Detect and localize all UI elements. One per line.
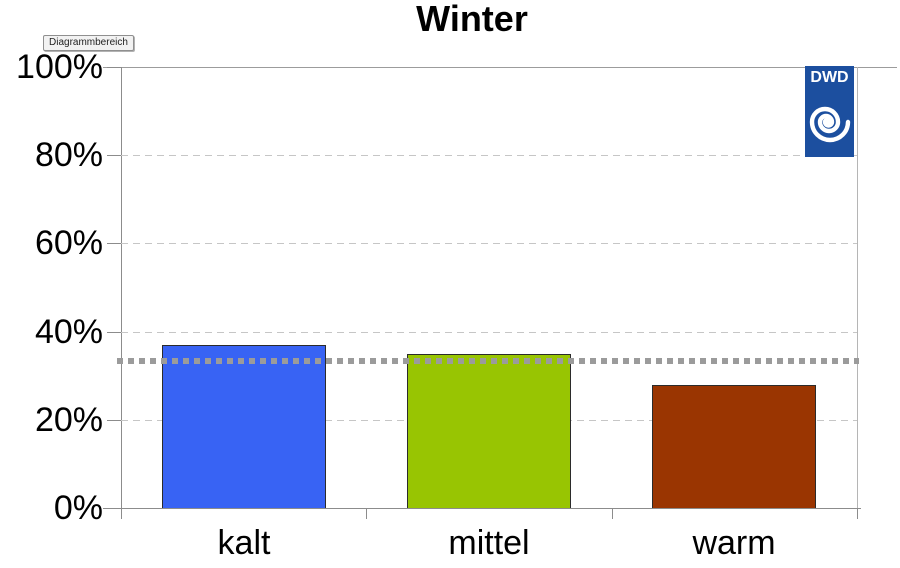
- y-tick-label: 80%: [34, 136, 103, 174]
- category-cell-warm: [612, 67, 857, 508]
- y-tick-label: 40%: [34, 313, 103, 351]
- x-axis-labels: kalt mittel warm: [121, 526, 857, 566]
- y-tick-label: 20%: [34, 401, 103, 439]
- y-tick-label: 60%: [34, 224, 103, 262]
- x-tick-label-mittel: mittel: [448, 524, 530, 562]
- x-axis: [103, 508, 861, 509]
- y-axis-tick: [107, 243, 121, 244]
- x-axis-tick: [121, 508, 122, 519]
- y-tick-label: 0%: [53, 489, 103, 527]
- plot-right-border: [857, 67, 858, 508]
- y-gridline: [121, 332, 857, 333]
- gridline-100-percent: [103, 67, 897, 68]
- spiral-icon: [805, 86, 854, 152]
- x-tick-label-warm: warm: [692, 524, 776, 562]
- x-tick-label-kalt: kalt: [217, 524, 271, 562]
- dwd-logo-text: DWD: [810, 69, 849, 86]
- category-cell-mittel: [366, 67, 611, 508]
- x-axis-tick: [366, 508, 367, 519]
- reference-line: [117, 358, 859, 364]
- chart-title[interactable]: Winter: [416, 0, 528, 39]
- y-axis-tick: [107, 508, 121, 509]
- x-axis-tick: [857, 508, 858, 519]
- y-gridline: [121, 243, 857, 244]
- chart-area-tooltip: Diagrammbereich: [43, 35, 134, 51]
- y-tick-label: 100%: [16, 48, 103, 86]
- category-cell-kalt: [121, 67, 366, 508]
- bar-mittel[interactable]: [406, 354, 571, 508]
- bar-warm[interactable]: [652, 385, 817, 508]
- y-axis-tick: [107, 67, 121, 68]
- y-gridline: [121, 155, 857, 156]
- x-axis-tick: [612, 508, 613, 519]
- bar-kalt[interactable]: [161, 345, 326, 508]
- y-axis-tick: [107, 420, 121, 421]
- y-axis-tick: [107, 332, 121, 333]
- plot-area[interactable]: [117, 67, 859, 508]
- dwd-logo: DWD: [805, 66, 854, 157]
- y-axis-tick: [107, 155, 121, 156]
- y-axis: [121, 67, 122, 508]
